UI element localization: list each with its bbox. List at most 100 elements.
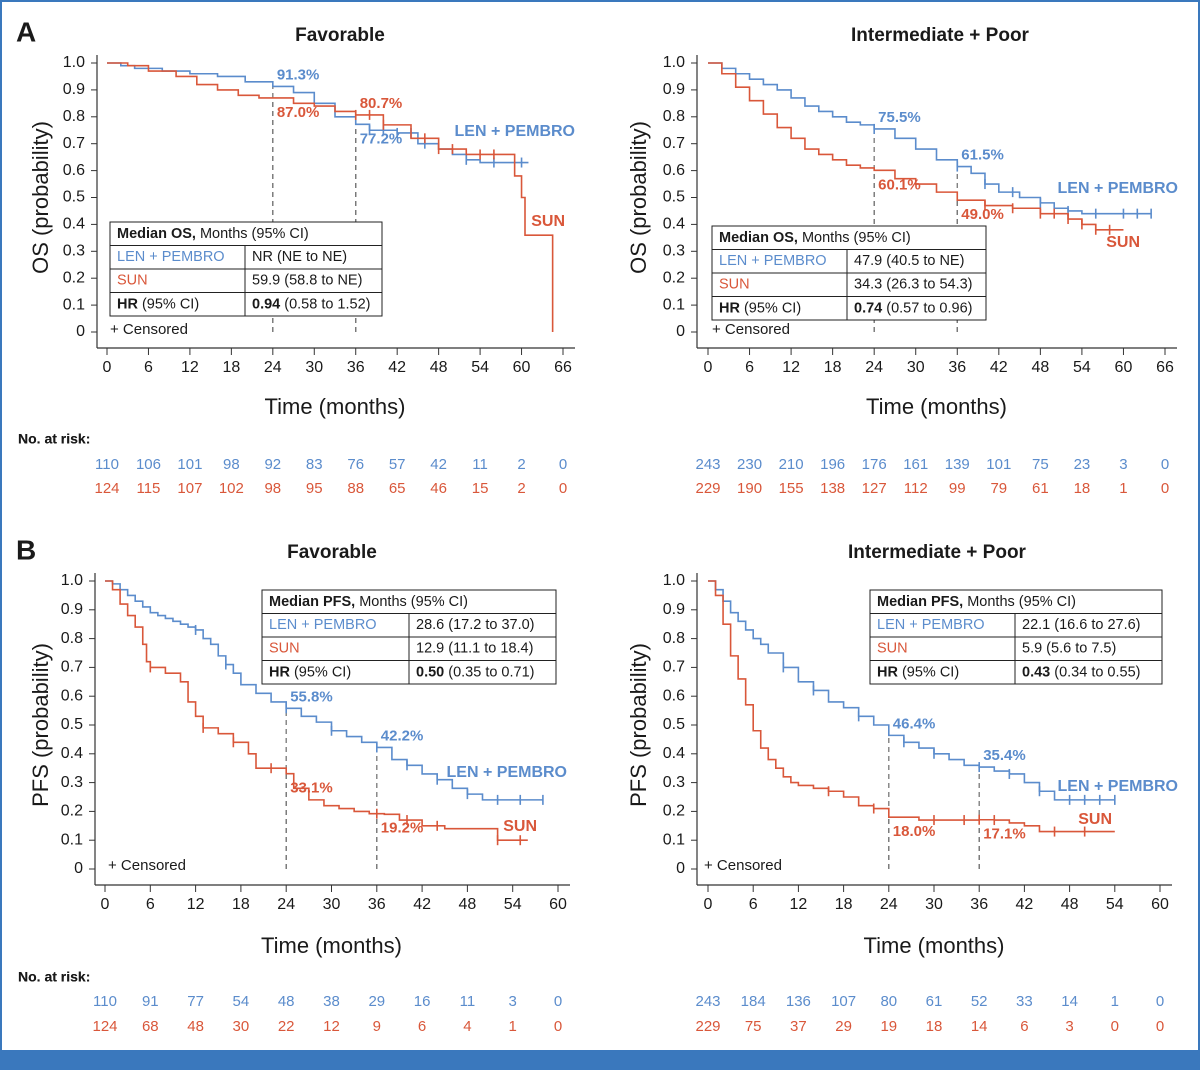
x-tick-label: 18 bbox=[222, 359, 240, 376]
at-risk-count: 2 bbox=[517, 456, 525, 473]
x-tick-label: 24 bbox=[865, 359, 883, 376]
table-cell: 12.9 (11.1 to 18.4) bbox=[416, 641, 533, 657]
x-tick-label: 54 bbox=[1073, 359, 1091, 376]
x-tick-label: 54 bbox=[471, 359, 489, 376]
at-risk-count: 176 bbox=[862, 456, 887, 473]
x-tick-label: 42 bbox=[990, 359, 1008, 376]
at-risk-count: 6 bbox=[418, 1018, 426, 1035]
survival-curve bbox=[708, 62, 1152, 215]
at-risk-count: 0 bbox=[554, 993, 562, 1010]
at-risk-count: 101 bbox=[177, 456, 202, 473]
x-tick-label: 0 bbox=[704, 359, 713, 376]
x-tick-label: 6 bbox=[144, 359, 153, 376]
table-cell: SUN bbox=[269, 641, 300, 657]
y-tick-label: 0.3 bbox=[663, 243, 685, 260]
chart-title: Favorable bbox=[295, 25, 385, 46]
x-tick-label: 12 bbox=[181, 359, 199, 376]
y-tick-label: 1.0 bbox=[61, 572, 83, 589]
table-cell: HR (95% CI) bbox=[719, 300, 801, 316]
at-risk-count: 75 bbox=[1032, 456, 1049, 473]
at-risk-count: 155 bbox=[779, 480, 804, 497]
x-tick-label: 60 bbox=[1151, 896, 1169, 913]
y-tick-label: 0.1 bbox=[61, 831, 83, 848]
x-tick-label: 0 bbox=[103, 359, 112, 376]
table-cell: HR (95% CI) bbox=[877, 664, 959, 680]
table-cell-text: (0.35 to 0.71) bbox=[448, 664, 534, 680]
annotation-label: 19.2% bbox=[381, 820, 424, 837]
at-risk-count: 18 bbox=[926, 1018, 943, 1035]
y-tick-label: 1.0 bbox=[663, 54, 685, 71]
at-risk-count: 1 bbox=[1119, 480, 1127, 497]
at-risk-count: 22 bbox=[278, 1018, 295, 1035]
at-risk-count: 42 bbox=[430, 456, 447, 473]
table-cell: 0.50 (0.35 to 0.71) bbox=[416, 664, 534, 680]
table-cell: LEN + PEMBRO bbox=[877, 617, 985, 633]
at-risk-count: 98 bbox=[223, 456, 240, 473]
y-tick-label: 0.3 bbox=[663, 774, 685, 791]
y-tick-label: 0.1 bbox=[63, 296, 85, 313]
at-risk-count: 0 bbox=[559, 456, 567, 473]
x-axis-label: Time (months) bbox=[864, 933, 1005, 958]
at-risk-label: No. at risk: bbox=[18, 969, 90, 985]
at-risk-count: 112 bbox=[904, 480, 928, 497]
series-label: SUN bbox=[1078, 811, 1112, 828]
at-risk-count: 80 bbox=[880, 993, 897, 1010]
table-cell-text: Months (95% CI) bbox=[802, 230, 911, 246]
at-risk-count: 14 bbox=[1061, 993, 1078, 1010]
at-risk-count: 30 bbox=[233, 1018, 250, 1035]
y-tick-label: 0.5 bbox=[663, 189, 685, 206]
table-cell-bold: 0.74 bbox=[854, 300, 882, 316]
annotation-label: 60.1% bbox=[878, 176, 921, 193]
table-cell: LEN + PEMBRO bbox=[719, 253, 827, 269]
table-cell: 0.94 (0.58 to 1.52) bbox=[252, 296, 370, 312]
x-tick-label: 0 bbox=[704, 896, 713, 913]
table-cell: 59.9 (58.8 to NE) bbox=[252, 273, 362, 289]
at-risk-count: 0 bbox=[1111, 1018, 1119, 1035]
y-tick-label: 0.8 bbox=[663, 108, 685, 125]
at-risk-count: 48 bbox=[187, 1018, 204, 1035]
x-tick-label: 24 bbox=[277, 896, 295, 913]
at-risk-count: 57 bbox=[389, 456, 406, 473]
y-axis-label: PFS (probability) bbox=[626, 643, 651, 807]
y-tick-label: 0.5 bbox=[61, 716, 83, 733]
y-tick-label: 0.8 bbox=[61, 630, 83, 647]
series-label: SUN bbox=[503, 818, 537, 835]
y-tick-label: 1.0 bbox=[663, 572, 685, 589]
table-cell-bold: HR bbox=[117, 296, 138, 312]
at-risk-count: 61 bbox=[926, 993, 943, 1010]
annotation-label: 17.1% bbox=[983, 826, 1026, 843]
at-risk-count: 83 bbox=[306, 456, 323, 473]
y-tick-label: 0.3 bbox=[61, 774, 83, 791]
y-tick-label: 0.4 bbox=[663, 216, 685, 233]
y-tick-label: 0.2 bbox=[63, 269, 85, 286]
at-risk-count: 75 bbox=[745, 1018, 762, 1035]
table-cell-text: (0.57 to 0.96) bbox=[886, 300, 972, 316]
at-risk-count: 79 bbox=[990, 480, 1007, 497]
x-tick-label: 36 bbox=[368, 896, 386, 913]
table-cell: LEN + PEMBRO bbox=[117, 249, 225, 265]
at-risk-count: 115 bbox=[136, 480, 160, 497]
x-tick-label: 30 bbox=[907, 359, 925, 376]
table-cell-bold: HR bbox=[877, 664, 898, 680]
x-axis-label: Time (months) bbox=[265, 394, 406, 419]
table-cell-text: (0.34 to 0.55) bbox=[1054, 664, 1140, 680]
table-cell-bold: Median PFS, bbox=[269, 594, 355, 610]
x-tick-label: 6 bbox=[745, 359, 754, 376]
table-cell-text: Months (95% CI) bbox=[200, 226, 309, 242]
at-risk-count: 107 bbox=[177, 480, 202, 497]
at-risk-count: 52 bbox=[971, 993, 988, 1010]
at-risk-count: 18 bbox=[1074, 480, 1091, 497]
series-label: LEN + PEMBRO bbox=[447, 764, 567, 781]
x-tick-label: 0 bbox=[101, 896, 110, 913]
at-risk-count: 243 bbox=[695, 993, 720, 1010]
at-risk-count: 76 bbox=[347, 456, 364, 473]
at-risk-count: 0 bbox=[1156, 1018, 1164, 1035]
at-risk-count: 88 bbox=[347, 480, 364, 497]
at-risk-count: 0 bbox=[1161, 480, 1169, 497]
annotation-label: 80.7% bbox=[360, 95, 403, 112]
at-risk-count: 102 bbox=[219, 480, 244, 497]
x-tick-label: 42 bbox=[1016, 896, 1034, 913]
x-axis-label: Time (months) bbox=[866, 394, 1007, 419]
